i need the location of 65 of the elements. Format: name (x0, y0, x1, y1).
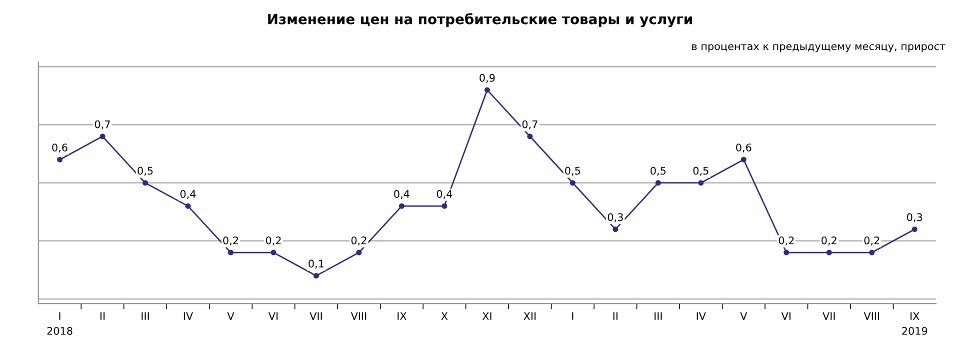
data-label: 0,1 (308, 260, 324, 269)
data-label: 0,5 (565, 166, 580, 176)
data-label: 0,2 (822, 236, 836, 246)
data-label: 0,2 (266, 236, 281, 246)
x-tick-label: IV (696, 312, 706, 320)
x-tick-label: III (142, 312, 149, 320)
data-label: 0,2 (223, 236, 238, 246)
point (826, 250, 832, 256)
point (912, 226, 918, 232)
point (142, 180, 148, 186)
x-tick-label: VIII (864, 312, 880, 320)
point (56, 156, 63, 162)
x-tick-label: IV (184, 312, 194, 320)
x-tick-label: VII (310, 312, 322, 320)
point (612, 226, 618, 232)
point (356, 250, 362, 256)
chart-subtitle: в процентах к предыдущему месяцу, прирост (692, 44, 946, 52)
data-label: 0,6 (736, 144, 752, 153)
data-label: 0,7 (94, 120, 110, 130)
x-tick-label: XI (482, 312, 492, 320)
point (869, 250, 875, 256)
point (398, 203, 404, 209)
data-label: 0,6 (52, 144, 68, 153)
x-tick-label: IX 2019 (902, 312, 928, 335)
chart-title: Изменение цен на потребительские товары и услуги (268, 13, 692, 28)
x-tick-label: VI (268, 312, 278, 320)
x-tick-label: VI (781, 312, 790, 320)
x-tick-label: I (572, 312, 574, 320)
data-label: 0,3 (907, 213, 922, 222)
point (655, 180, 661, 186)
point (442, 203, 448, 209)
x-tick-label: V (227, 312, 234, 320)
x-tick-label: I 2018 (47, 312, 72, 335)
data-label: 0,2 (778, 236, 794, 246)
data-label: 0,5 (650, 166, 666, 176)
point (313, 272, 320, 279)
x-tick-label: V (740, 312, 748, 320)
data-label: 0,5 (693, 166, 708, 176)
data-label: 0,9 (480, 74, 495, 83)
x-tick-label: X (441, 312, 448, 320)
x-tick-label: II (613, 312, 618, 320)
data-label: 0,4 (180, 190, 196, 199)
point (570, 180, 576, 186)
point (484, 87, 490, 93)
x-tick-label: III (654, 312, 662, 320)
data-label: 0,4 (436, 190, 452, 199)
data-label: 0,7 (522, 120, 538, 130)
point (100, 134, 106, 140)
data-label: 0,4 (394, 190, 410, 199)
x-tick-label: VIII (350, 312, 366, 320)
x-tick-label: VII (822, 312, 835, 320)
x-tick-label: IX (398, 312, 406, 320)
data-label: 0,5 (138, 166, 153, 176)
point (527, 134, 533, 140)
point (784, 250, 790, 256)
point (185, 203, 191, 209)
point (698, 180, 704, 186)
data-label: 0,3 (608, 213, 623, 222)
data-label: 0,2 (351, 236, 366, 246)
data-label: 0,2 (864, 236, 880, 246)
point (270, 250, 276, 256)
x-tick-label: XII (524, 312, 536, 320)
x-tick-label: II (100, 312, 105, 320)
point (228, 250, 234, 256)
point (740, 156, 746, 162)
